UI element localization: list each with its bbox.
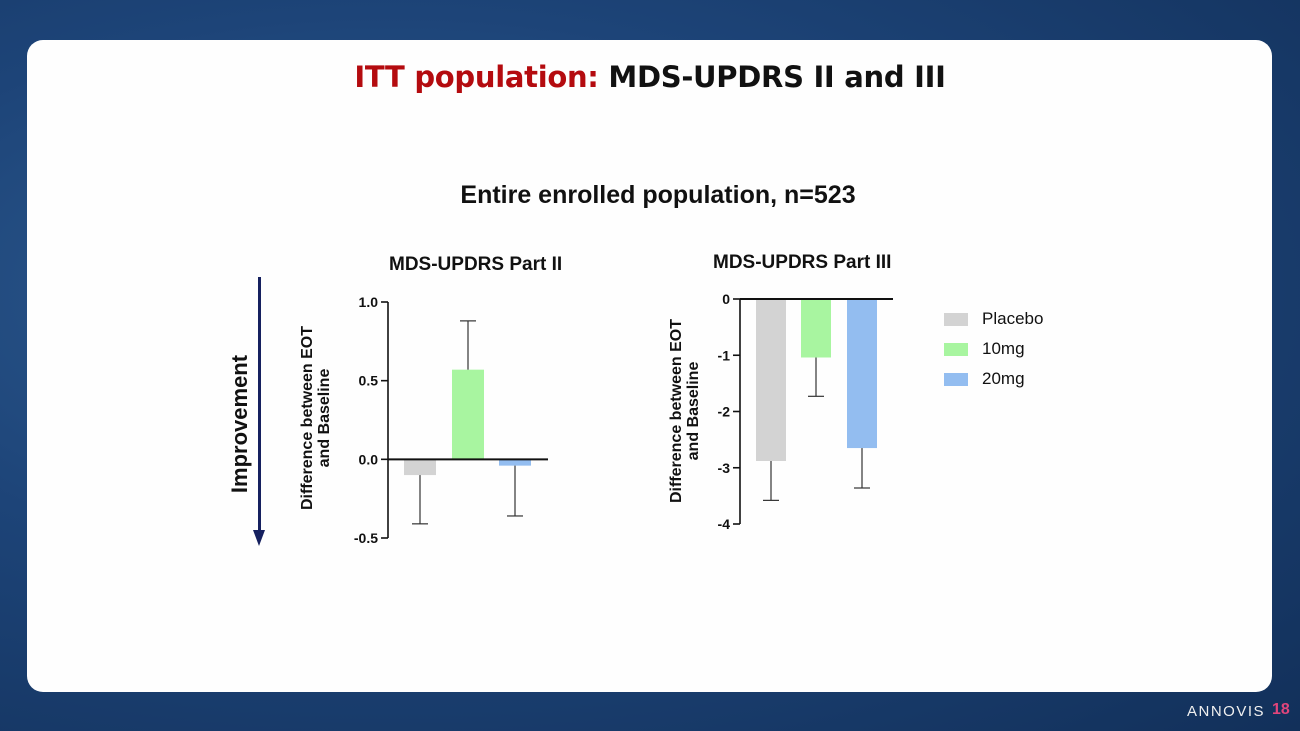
- chart1-y-tick-label: 0.5: [359, 373, 379, 389]
- chart1-bar-placebo: [404, 459, 436, 476]
- chart2-y-tick-label: 0: [722, 291, 730, 307]
- slide-card: [27, 40, 1272, 692]
- chart-title-part-ii: MDS-UPDRS Part II: [389, 254, 563, 275]
- chart1-bar-10mg: [452, 369, 484, 460]
- legend-item-20mg: 20mg: [944, 364, 1043, 394]
- annovis-logo: ANNOVIS: [1187, 703, 1266, 720]
- page-number: 18: [1272, 701, 1290, 718]
- chart2-bar-20mg: [847, 299, 877, 449]
- legend-label-placebo: Placebo: [982, 309, 1044, 328]
- chart2-y-tick-label: -2: [718, 404, 731, 420]
- slide-subtitle: Entire enrolled population, n=523: [460, 181, 856, 209]
- chart2-y-tick-label: -1: [718, 347, 731, 363]
- legend: Placebo 10mg 20mg: [944, 304, 1043, 394]
- chart1-y-tick-label: 1.0: [359, 294, 379, 310]
- chart2-y-tick-label: -3: [718, 460, 731, 476]
- legend-swatch-10mg: [944, 342, 968, 356]
- chart-title-part-iii: MDS-UPDRS Part III: [713, 252, 892, 273]
- chart1-y-tick-label: -0.5: [354, 530, 378, 546]
- chart1-y-tick-label: 0.0: [359, 451, 379, 467]
- chart2-y-tick-label: -4: [718, 516, 731, 532]
- legend-item-10mg: 10mg: [944, 334, 1043, 364]
- chart1-bar-20mg: [499, 459, 531, 466]
- slide-title-accent: ITT population:: [354, 60, 599, 94]
- chart2-bar-placebo: [756, 299, 786, 461]
- legend-swatch-placebo: [944, 312, 968, 326]
- chart2-bar-10mg: [801, 299, 831, 358]
- legend-swatch-20mg: [944, 372, 968, 386]
- slide-title: ITT population: MDS-UPDRS II and III: [0, 60, 1300, 94]
- down-arrow-icon: [253, 530, 265, 546]
- legend-item-placebo: Placebo: [944, 304, 1043, 334]
- improvement-arrow-shaft: [258, 277, 261, 532]
- legend-label-10mg: 10mg: [982, 339, 1025, 358]
- legend-label-20mg: 20mg: [982, 369, 1025, 388]
- slide-title-rest: MDS-UPDRS II and III: [598, 60, 946, 94]
